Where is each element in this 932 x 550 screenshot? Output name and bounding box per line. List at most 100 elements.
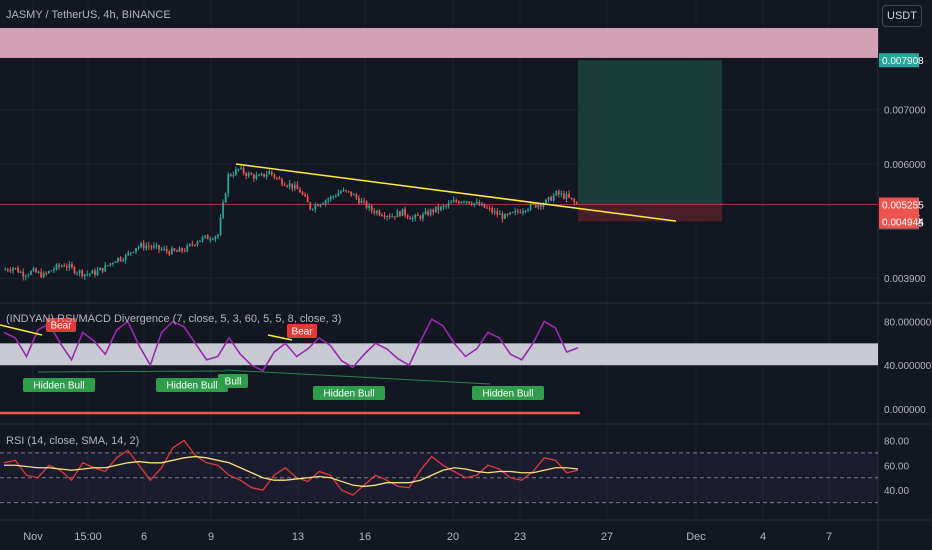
- divergence-axis-label: 80.000000: [884, 317, 932, 328]
- time-axis-label: 4: [760, 531, 766, 543]
- candle-body: [35, 268, 37, 273]
- candle-body: [481, 203, 483, 206]
- candle-body: [524, 210, 527, 212]
- candle-body: [496, 211, 499, 215]
- rsi-axis-label: 60.00: [884, 461, 909, 472]
- bear-signal-badge: [46, 318, 76, 332]
- candle-body: [160, 249, 163, 251]
- candle-body: [340, 191, 342, 194]
- candle-body: [114, 261, 117, 264]
- price-axis-label: 0.007000: [884, 106, 926, 117]
- candle-body: [519, 211, 522, 213]
- candle-body: [6, 269, 9, 271]
- candle-body: [142, 243, 145, 249]
- candle-body: [498, 213, 501, 215]
- candle-body: [214, 236, 217, 240]
- candle-body: [199, 240, 201, 242]
- candle-body: [63, 265, 66, 267]
- indicator-title-rsi[interactable]: RSI (14, close, SMA, 14, 2): [6, 435, 140, 447]
- candle-body: [560, 193, 563, 195]
- candle-body: [422, 213, 424, 219]
- candle-body: [81, 270, 84, 277]
- currency-button[interactable]: USDT: [882, 5, 922, 27]
- candle-body: [509, 212, 511, 215]
- price-badge: [879, 214, 919, 229]
- candle-body: [94, 270, 96, 276]
- candle-body: [314, 204, 317, 210]
- candle-body: [529, 203, 532, 210]
- candle-body: [201, 237, 204, 241]
- candle-body: [206, 235, 209, 240]
- candle-body: [245, 173, 248, 176]
- candle-body: [337, 193, 340, 197]
- time-axis-label: 13: [292, 531, 304, 543]
- candle-body: [24, 275, 27, 277]
- candle-body: [235, 169, 237, 175]
- candle-body: [329, 196, 332, 200]
- candle-body: [30, 271, 32, 275]
- price-badge: [879, 197, 919, 212]
- candle-body: [247, 173, 250, 176]
- candle-body: [381, 214, 383, 216]
- signal-badge-label: Hidden Bull: [482, 389, 533, 400]
- candle-body: [196, 241, 199, 245]
- candle-body: [47, 270, 50, 274]
- candle-body: [145, 245, 148, 249]
- candle-body: [365, 201, 368, 208]
- divergence-axis-label: 0.000000: [884, 405, 926, 416]
- rsi-band: [0, 452, 878, 503]
- candle-body: [334, 196, 337, 198]
- candle-body: [457, 201, 460, 204]
- candle-body: [258, 175, 260, 177]
- candle-body: [370, 205, 373, 211]
- candle-body: [522, 211, 524, 213]
- price-badge-label: 0.004944: [882, 217, 924, 228]
- candle-body: [345, 190, 347, 192]
- candle-body: [219, 217, 222, 235]
- candle-body: [463, 201, 465, 203]
- candle-body: [276, 177, 278, 179]
- candle-body: [309, 202, 312, 210]
- divergence-line: [3, 318, 579, 372]
- candle-body: [491, 208, 494, 213]
- candle-body: [135, 247, 137, 252]
- candle-body: [368, 205, 371, 208]
- candle-body: [352, 194, 355, 196]
- candle-body: [527, 209, 529, 211]
- candle-body: [468, 201, 470, 204]
- candle-body: [58, 264, 60, 267]
- bull-signal-badge: [472, 386, 544, 400]
- candle-body: [565, 193, 568, 199]
- candle-body: [378, 211, 381, 215]
- candle-body: [291, 183, 294, 189]
- candle-body: [327, 199, 330, 201]
- candle-body: [96, 270, 99, 276]
- bear-signal-badge: [287, 324, 317, 338]
- price-axis-label: 0.006000: [884, 160, 926, 171]
- candle-body: [188, 244, 191, 246]
- candle-body: [396, 211, 399, 218]
- indicator-title-divergence[interactable]: (INDYAN) RSI/MACD Divergence (7, close, …: [6, 313, 342, 325]
- divergence-band: [0, 343, 878, 366]
- time-axis-label: 20: [447, 531, 459, 543]
- candle-body: [117, 257, 119, 262]
- candle-body: [140, 243, 142, 247]
- candle-body: [176, 250, 178, 252]
- candle-body: [119, 257, 122, 261]
- candle-body: [429, 209, 432, 216]
- candle-body: [306, 196, 309, 203]
- bull-signal-badge: [23, 378, 95, 392]
- candle-body: [37, 271, 40, 273]
- candle-body: [278, 177, 281, 180]
- candle-body: [40, 271, 43, 278]
- candle-body: [375, 211, 378, 214]
- candle-body: [132, 251, 135, 253]
- candle-body: [232, 174, 235, 176]
- candle-body: [393, 216, 396, 218]
- candle-body: [450, 202, 453, 204]
- candle-body: [555, 191, 558, 196]
- price-badge: [879, 53, 919, 68]
- time-axis-label: 7: [826, 531, 832, 543]
- candle-body: [445, 205, 447, 207]
